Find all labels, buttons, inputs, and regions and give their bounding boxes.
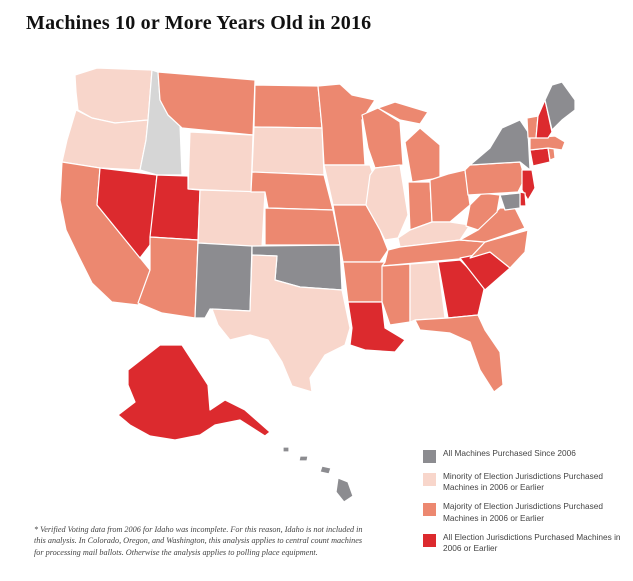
state-SD	[251, 126, 325, 176]
legend-item-majority: Majority of Election Jurisdictions Purch…	[423, 501, 623, 523]
legend-swatch	[423, 473, 436, 486]
legend-item-minority: Minority of Election Jurisdictions Purch…	[423, 471, 623, 493]
state-FL	[414, 314, 504, 393]
legend-label: All Election Jurisdictions Purchased Mac…	[443, 531, 621, 553]
state-MI	[404, 127, 441, 183]
legend-swatch	[423, 503, 436, 517]
state-WY	[187, 131, 254, 193]
state-DE	[519, 191, 527, 207]
legend-item-all-before: All Election Jurisdictions Purchased Mac…	[423, 532, 623, 554]
legend-swatch	[423, 533, 436, 547]
legend-label: Minority of Election Jurisdictions Purch…	[443, 471, 604, 493]
state-HI	[335, 477, 354, 503]
legend: All Machines Purchased Since 2006 Minori…	[423, 448, 623, 562]
state-NY	[469, 119, 531, 171]
state-HI-oahu	[298, 455, 309, 462]
state-MD	[499, 192, 521, 211]
state-MA	[529, 135, 566, 151]
state-HI-kauai	[282, 446, 290, 453]
legend-item-all-since-2006: All Machines Purchased Since 2006	[423, 448, 623, 463]
state-NM	[194, 242, 253, 319]
state-AR	[342, 261, 386, 303]
state-NH	[535, 99, 553, 139]
state-CO	[197, 189, 266, 248]
state-OH	[429, 169, 471, 223]
state-KS	[264, 207, 341, 246]
state-HI-group	[282, 446, 354, 503]
state-HI-maui	[319, 465, 332, 475]
state-MI-UP	[377, 101, 429, 125]
legend-label: All Machines Purchased Since 2006	[443, 448, 576, 458]
state-MS	[381, 263, 411, 326]
state-TX	[211, 254, 351, 393]
state-ME	[544, 81, 576, 131]
state-MT	[157, 71, 256, 136]
state-NV	[96, 167, 158, 259]
legend-label: Majority of Election Jurisdictions Purch…	[443, 501, 604, 523]
legend-swatch	[423, 450, 436, 463]
state-IL	[365, 164, 409, 241]
state-MN	[317, 83, 376, 166]
footnote: * Verified Voting data from 2006 for Ida…	[34, 525, 363, 557]
state-LA	[347, 301, 406, 353]
map-title: Machines 10 or More Years Old in 2016	[26, 12, 372, 34]
state-AZ	[137, 236, 199, 319]
state-ND	[253, 84, 323, 129]
state-PA	[464, 161, 526, 196]
state-AK	[117, 344, 271, 441]
state-CT	[529, 147, 551, 167]
